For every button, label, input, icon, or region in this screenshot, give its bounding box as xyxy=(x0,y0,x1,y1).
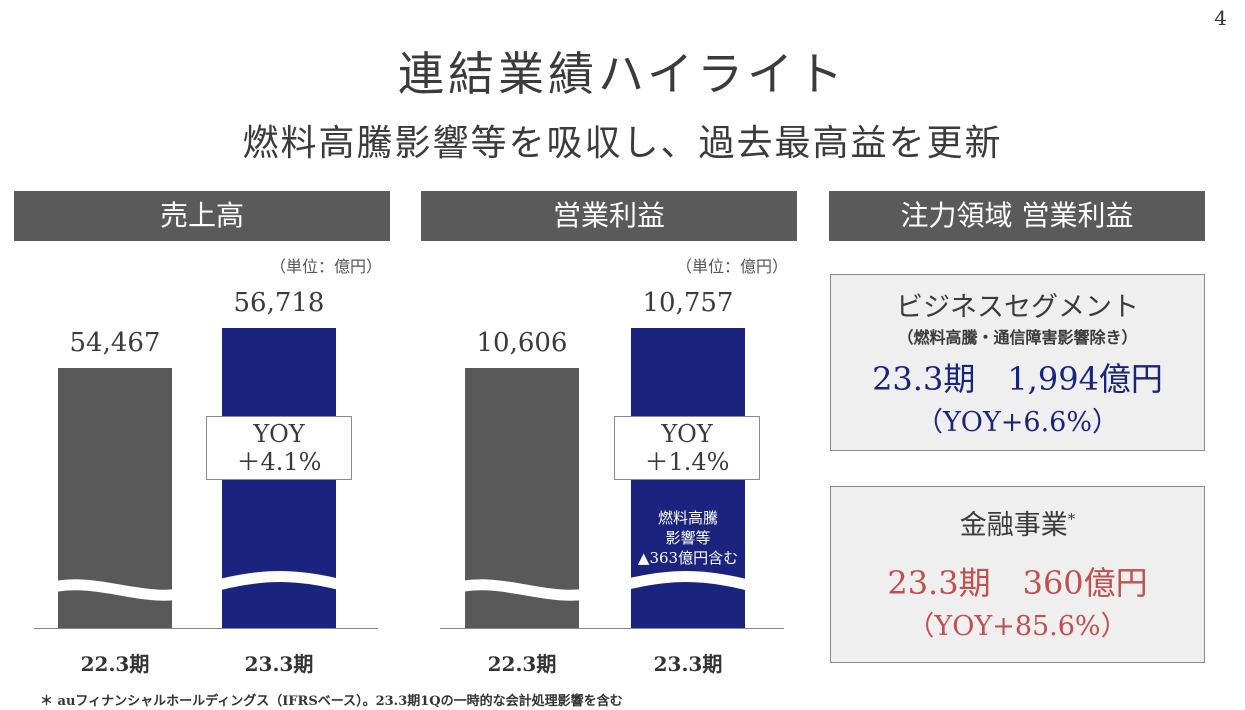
slide-title: 連結業績ハイライト xyxy=(397,47,848,101)
revenue-value-23: 56,718 xyxy=(233,288,325,318)
operating-income-yoy-label: YOY xyxy=(661,420,713,448)
finance-business-title-row: 金融事業* xyxy=(831,503,1204,542)
revenue-period-22: 22.3期 xyxy=(80,652,150,676)
finance-business-yoy: （YOY+85.6%） xyxy=(907,611,1128,642)
finance-business-title: 金融事業 xyxy=(959,510,1068,541)
operating-income-yoy-value: ＋1.4% xyxy=(644,448,730,476)
operating-income-period-22: 22.3期 xyxy=(487,652,557,676)
revenue-value-22: 54,467 xyxy=(69,328,161,358)
operating-income-yoy-box: YOY ＋1.4% xyxy=(614,416,760,480)
fuel-note-line-1: 燃料高騰 xyxy=(657,509,718,527)
revenue-yoy-box: YOY ＋4.1% xyxy=(206,416,352,480)
fuel-note-line-3: ▲363億円含む xyxy=(637,549,739,567)
revenue-yoy-label: YOY xyxy=(253,420,305,448)
fuel-note-line-2: 影響等 xyxy=(665,529,711,547)
operating-income-axis-break-icon xyxy=(444,571,768,601)
finance-business-box: 金融事業* 23.3期 360億円 （YOY+85.6%） xyxy=(830,486,1205,663)
focus-header: 注力領域 営業利益 xyxy=(829,191,1205,241)
operating-income-period-23: 23.3期 xyxy=(653,652,723,676)
business-segment-title: ビジネスセグメント xyxy=(896,292,1139,323)
footnote: ＊ auフィナンシャルホールディングス（IFRSベース）。23.3期1Qの一時的… xyxy=(40,694,623,709)
revenue-yoy-value: ＋4.1% xyxy=(236,448,322,476)
business-segment-sub: （燃料高騰・通信障害影響除き） xyxy=(897,328,1138,347)
business-segment-yoy: （YOY+6.6%） xyxy=(915,407,1119,438)
business-segment-box: ビジネスセグメント （燃料高騰・通信障害影響除き） 23.3期 1,994億円 … xyxy=(830,274,1205,451)
operating-income-header: 営業利益 xyxy=(421,191,797,241)
revenue-unit-note: （単位：億円） xyxy=(270,257,383,276)
revenue-axis-line xyxy=(34,628,378,629)
revenue-axis-break-icon xyxy=(38,571,362,601)
fuel-cost-impact-note: 燃料高騰 影響等 ▲363億円含む xyxy=(631,508,745,568)
finance-business-value: 23.3期 360億円 xyxy=(887,564,1148,602)
finance-footnote-mark: * xyxy=(1067,510,1076,528)
operating-income-unit-note: （単位：億円） xyxy=(676,257,789,276)
slide-subtitle: 燃料高騰影響等を吸収し、過去最高益を更新 xyxy=(242,123,1003,164)
business-segment-value: 23.3期 1,994億円 xyxy=(872,360,1163,398)
revenue-period-23: 23.3期 xyxy=(244,652,314,676)
revenue-header: 売上高 xyxy=(14,191,390,241)
operating-income-value-22: 10,606 xyxy=(476,328,568,358)
page-number: 4 xyxy=(1214,6,1227,30)
operating-income-value-23: 10,757 xyxy=(642,288,734,318)
operating-income-axis-line xyxy=(440,628,784,629)
